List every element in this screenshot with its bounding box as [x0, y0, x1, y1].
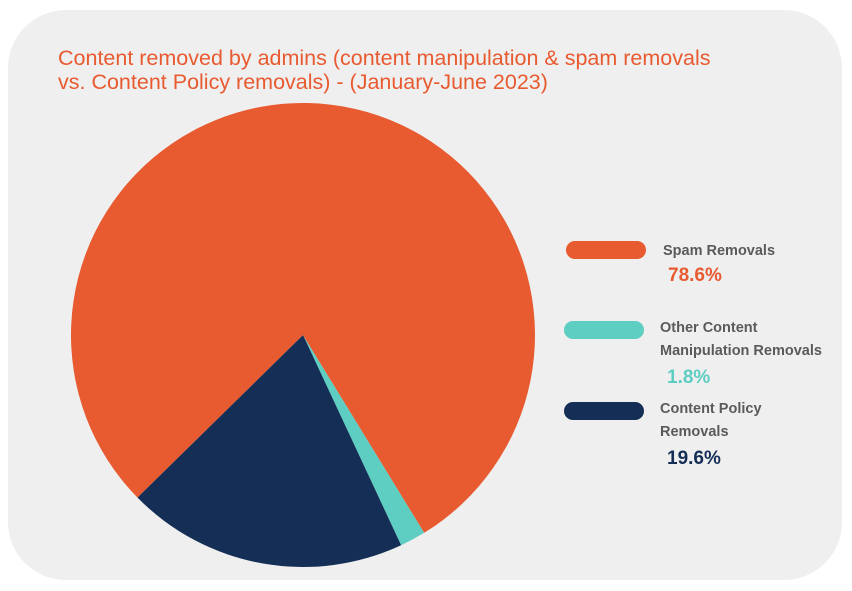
legend-swatch-content-policy-removals: [564, 402, 644, 420]
legend-value-spam-removals: 78.6%: [668, 265, 722, 286]
legend-value-content-policy-removals: 19.6%: [667, 448, 721, 469]
legend-label-other-content-manipulation: Other Content Manipulation Removals: [660, 317, 822, 363]
legend-swatch-spam-removals: [566, 241, 646, 259]
legend-label-line: Removals: [660, 424, 729, 440]
chart-title: Content removed by admins (content manip…: [58, 46, 778, 94]
legend-label-line: Manipulation Removals: [660, 343, 822, 359]
pie-slice-content-policy-removals: [137, 335, 402, 568]
pie-slice-other-content-manipulation: [303, 335, 425, 546]
legend-swatch-other-content-manipulation: [564, 321, 644, 339]
chart-title-line-2: vs. Content Policy removals) - (January-…: [58, 70, 548, 94]
legend-label-line: Content Policy: [660, 401, 762, 417]
legend-value-other-content-manipulation: 1.8%: [667, 367, 711, 388]
chart-title-line-1: Content removed by admins (content manip…: [58, 46, 711, 70]
legend-label-line: Spam Removals: [663, 243, 776, 259]
pie-slice-spam-removals: [70, 103, 535, 533]
legend-label-line: Other Content: [660, 320, 758, 336]
legend-label-content-policy-removals: Content Policy Removals: [660, 398, 762, 444]
legend-label-spam-removals: Spam Removals: [663, 240, 775, 263]
